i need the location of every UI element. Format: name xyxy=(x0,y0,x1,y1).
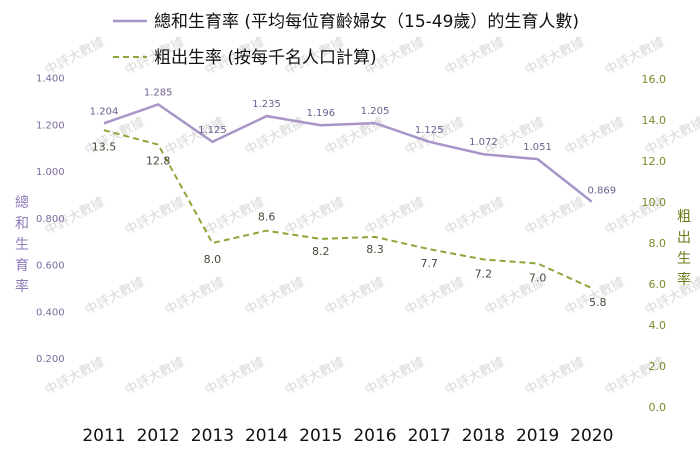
right-axis-title-char: 粗 xyxy=(677,209,691,225)
right-axis-title-char: 率 xyxy=(677,271,691,288)
right-tick-label: 10.0 xyxy=(642,196,667,209)
right-tick-label: 4.0 xyxy=(649,319,667,332)
x-tick-label: 2017 xyxy=(408,426,451,446)
right-tick-label: 8.0 xyxy=(649,237,667,250)
watermark-text: 中評大數據 xyxy=(123,355,187,399)
right-tick-label: 12.0 xyxy=(642,155,667,168)
watermark-text: 中評大數據 xyxy=(563,115,627,159)
left-axis-title: 總和生育率 xyxy=(15,194,29,295)
crude-birth-rate-data-label: 8.0 xyxy=(204,253,222,266)
crude-birth-rate-data-label: 8.2 xyxy=(312,245,330,258)
crude-birth-rate-data-label: 7.0 xyxy=(529,272,547,285)
watermark-text: 中評大數據 xyxy=(83,275,147,319)
right-axis-title: 粗出生率 xyxy=(677,209,691,288)
crude-birth-rate-data-label: 8.3 xyxy=(366,243,384,256)
total-fertility-rate-data-label: 0.869 xyxy=(587,186,616,197)
x-tick-label: 2014 xyxy=(245,426,288,446)
left-axis-title-char: 和 xyxy=(15,216,29,232)
total-fertility-rate-data-label: 1.125 xyxy=(198,125,227,136)
watermark-text: 中評大數據 xyxy=(443,355,507,399)
x-tick-label: 2018 xyxy=(462,426,505,446)
series-total-fertility-rate: 1.204 1.285 1.125 1.235 1.196 1.205 1.125 1.072… xyxy=(90,87,616,203)
x-tick-label: 2012 xyxy=(137,426,180,446)
watermark-text: 中評大數據 xyxy=(443,195,507,239)
total-fertility-rate-data-label: 1.125 xyxy=(415,125,444,136)
total-fertility-rate-data-label: 1.285 xyxy=(144,87,173,98)
right-tick-label: 16.0 xyxy=(642,73,667,86)
watermark-text: 中評大數據 xyxy=(363,355,427,399)
left-axis-title-char: 育 xyxy=(15,258,29,274)
watermark-text: 中評大數據 xyxy=(283,355,347,399)
right-tick-label: 2.0 xyxy=(649,360,667,373)
crude-birth-rate-data-label: 8.6 xyxy=(258,211,276,224)
x-tick-label: 2016 xyxy=(353,426,396,446)
x-axis-ticks: 2011 2012 2013 2014 2015 2016 2017 2018 2019 2020 xyxy=(82,426,613,446)
left-tick-label: 0.200 xyxy=(36,354,65,365)
left-tick-label: 0.400 xyxy=(36,307,65,318)
watermark-text: 中評大數據 xyxy=(443,35,507,79)
x-tick-label: 2019 xyxy=(516,426,559,446)
watermark-text: 中評大數據 xyxy=(203,355,267,399)
legend-label-cbr: 粗出生率 (按每千名人口計算) xyxy=(154,48,377,68)
watermark-text: 中評大數據 xyxy=(243,275,307,319)
watermark-text: 中評大數據 xyxy=(403,275,467,319)
total-fertility-rate-data-label: 1.196 xyxy=(306,108,335,119)
series-crude-birth-rate: 13.5 12.8 8.0 8.6 8.2 8.3 7.7 7.2 7.0 5.8 xyxy=(92,129,607,309)
right-tick-label: 0.0 xyxy=(649,401,667,414)
left-tick-label: 0.800 xyxy=(36,214,65,225)
watermark-text: 中評大數據 xyxy=(163,115,227,159)
total-fertility-rate-data-label: 1.204 xyxy=(90,106,119,117)
total-fertility-rate-line xyxy=(103,103,593,203)
total-fertility-rate-data-label: 1.072 xyxy=(469,137,498,148)
crude-birth-rate-data-label: 5.8 xyxy=(589,296,607,309)
x-tick-label: 2011 xyxy=(82,426,125,446)
watermark-text: 中評大數據 xyxy=(43,35,107,79)
left-tick-label: 1.000 xyxy=(36,167,65,178)
watermark-layer: 中評大數據 中評大數據 中評大數據 中評大數據 中評大數據 中評大數據 中評大數據 中評大數據… xyxy=(43,35,700,399)
left-axis-title-char: 總 xyxy=(15,194,29,211)
watermark-text: 中評大數據 xyxy=(363,195,427,239)
crude-birth-rate-data-label: 7.7 xyxy=(420,257,438,270)
legend: 總和生育率 (平均每位育齡婦女（15-49歲）的生育人數) 粗出生率 (按每千名… xyxy=(113,12,579,68)
x-tick-label: 2013 xyxy=(191,426,234,446)
crude-birth-rate-data-label: 12.8 xyxy=(146,155,171,168)
left-axis-ticks: 0.200 0.400 0.600 0.800 1.000 1.200 1.400 xyxy=(36,74,65,366)
crude-birth-rate-data-label: 7.2 xyxy=(475,267,493,280)
right-axis-title-char: 出 xyxy=(677,230,691,246)
right-axis-ticks: 0.0 2.0 4.0 6.0 8.0 10.0 12.0 14.0 16.0 xyxy=(642,73,667,414)
crude-birth-rate-data-label: 13.5 xyxy=(92,140,117,153)
x-tick-label: 2020 xyxy=(570,426,613,446)
watermark-text: 中評大數據 xyxy=(323,275,387,319)
watermark-text: 中評大數據 xyxy=(123,195,187,239)
total-fertility-rate-data-label: 1.051 xyxy=(523,142,552,153)
watermark-text: 中評大數據 xyxy=(603,35,667,79)
watermark-text: 中評大數據 xyxy=(523,195,587,239)
watermark-text: 中評大數據 xyxy=(323,115,387,159)
watermark-text: 中評大數據 xyxy=(283,195,347,239)
crude-birth-rate-line xyxy=(103,129,593,290)
x-tick-label: 2015 xyxy=(299,426,342,446)
watermark-text: 中評大數據 xyxy=(163,275,227,319)
left-tick-label: 1.400 xyxy=(36,74,65,85)
right-axis-title-char: 生 xyxy=(677,251,691,267)
right-tick-label: 6.0 xyxy=(649,278,667,291)
left-tick-label: 0.600 xyxy=(36,261,65,272)
left-axis-title-char: 生 xyxy=(15,237,29,253)
total-fertility-rate-data-label: 1.235 xyxy=(252,99,281,110)
legend-label-tfr: 總和生育率 (平均每位育齡婦女（15-49歲）的生育人數) xyxy=(154,12,579,32)
left-axis-title-char: 率 xyxy=(15,278,29,295)
right-tick-label: 14.0 xyxy=(642,114,667,127)
watermark-text: 中評大數據 xyxy=(523,355,587,399)
watermark-text: 中評大數據 xyxy=(523,35,587,79)
left-tick-label: 1.200 xyxy=(36,120,65,131)
total-fertility-rate-data-label: 1.205 xyxy=(361,106,390,117)
